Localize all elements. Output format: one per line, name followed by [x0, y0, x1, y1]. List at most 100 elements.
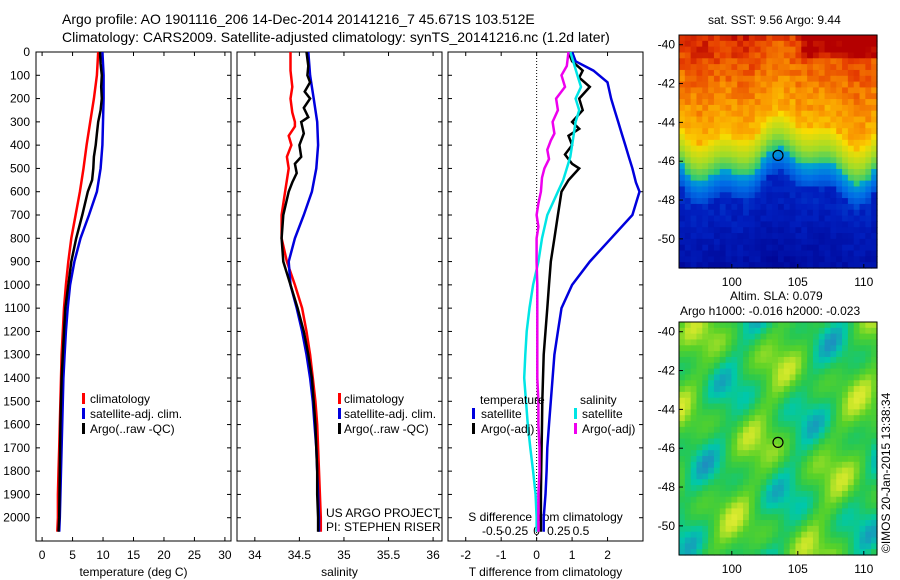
map-cell	[871, 455, 878, 463]
map-cell	[859, 362, 866, 370]
map-cell	[801, 198, 808, 205]
map-cell	[760, 525, 767, 533]
map-cell	[684, 327, 692, 335]
map-cell	[778, 397, 785, 405]
map-cell	[737, 151, 744, 158]
map-cell	[871, 438, 878, 445]
map-cell	[702, 87, 709, 94]
map-cell	[842, 432, 849, 440]
map-cell	[778, 151, 785, 158]
map-cell	[812, 192, 820, 199]
map-cell	[795, 345, 802, 352]
map-cell	[847, 461, 855, 469]
map-cell	[690, 531, 698, 539]
map-cell	[737, 93, 744, 100]
map-cell	[801, 549, 808, 556]
map-cell	[818, 110, 826, 118]
map-cell	[824, 233, 832, 240]
map-cell	[737, 490, 744, 498]
map-cell	[795, 391, 802, 399]
map-cell	[725, 163, 733, 170]
map-cell	[801, 128, 808, 135]
map-cell	[766, 322, 773, 329]
map-cell	[743, 256, 750, 263]
map-cell	[702, 256, 709, 263]
map-cell	[778, 339, 785, 346]
map-cell	[772, 455, 779, 463]
map-cell	[778, 209, 785, 217]
map-cell	[853, 432, 861, 440]
map-cell	[853, 543, 861, 550]
map-cell	[760, 391, 767, 399]
map-cell	[807, 215, 814, 222]
map-cell	[812, 450, 820, 457]
map-cell	[748, 40, 756, 48]
map-cell	[853, 450, 861, 457]
map-cell	[778, 467, 785, 475]
map-cell	[731, 345, 738, 352]
map-cell	[743, 461, 750, 469]
map-cell	[871, 35, 878, 42]
map-cell	[836, 496, 843, 504]
map-cell	[725, 496, 733, 504]
map-cell	[853, 203, 861, 211]
map-cell	[830, 192, 837, 199]
map-cell	[853, 198, 861, 205]
map-cell	[766, 163, 773, 170]
map-cell	[795, 514, 802, 521]
map-cell	[830, 145, 837, 153]
map-cell	[812, 508, 820, 515]
map-cell	[690, 221, 698, 228]
map-cell	[801, 455, 808, 463]
map-cell	[836, 473, 843, 480]
map-cell	[713, 209, 721, 217]
map-cell	[783, 145, 791, 153]
map-cell	[859, 110, 866, 118]
map-cell	[748, 426, 756, 434]
map-cell	[801, 93, 808, 100]
map-cell	[754, 35, 762, 42]
map-cell	[778, 110, 785, 118]
map-cell	[766, 174, 773, 182]
map-cell	[795, 520, 802, 527]
map-cell	[859, 531, 866, 539]
map-cell	[789, 198, 797, 205]
series-line-satellite	[542, 51, 641, 532]
map-cell	[754, 40, 762, 48]
map-cell	[847, 502, 855, 509]
map-cell	[853, 35, 861, 42]
map-cell	[783, 116, 791, 123]
map-cell	[696, 374, 703, 381]
map-cell	[801, 345, 808, 352]
map-cell	[801, 322, 808, 329]
map-cell	[696, 455, 703, 463]
map-cell	[743, 81, 750, 89]
map-cell	[748, 244, 756, 252]
map-cell	[836, 444, 843, 451]
map-cell	[853, 426, 861, 434]
map-cell	[783, 537, 791, 544]
map-cell	[766, 432, 773, 440]
map-cell	[748, 508, 756, 515]
map-cell	[807, 444, 814, 451]
map-cell	[818, 502, 826, 509]
map-cell	[871, 244, 878, 252]
map-cell	[696, 186, 703, 193]
map-cell	[719, 496, 727, 504]
map-cell	[871, 81, 878, 89]
map-cell	[853, 250, 861, 257]
map-cell	[871, 531, 878, 539]
map-cell	[807, 339, 814, 346]
map-cell	[708, 209, 715, 217]
map-cell	[760, 322, 767, 329]
map-cell	[795, 64, 802, 71]
map-cell	[690, 502, 698, 509]
map-cell	[783, 520, 791, 527]
map-cell	[684, 46, 692, 54]
map-cell	[818, 322, 826, 329]
map-cell	[871, 52, 878, 59]
map-cell	[731, 168, 738, 176]
map-cell	[696, 262, 703, 269]
map-cell	[754, 479, 762, 486]
y-tick-label: 1000	[3, 278, 30, 292]
